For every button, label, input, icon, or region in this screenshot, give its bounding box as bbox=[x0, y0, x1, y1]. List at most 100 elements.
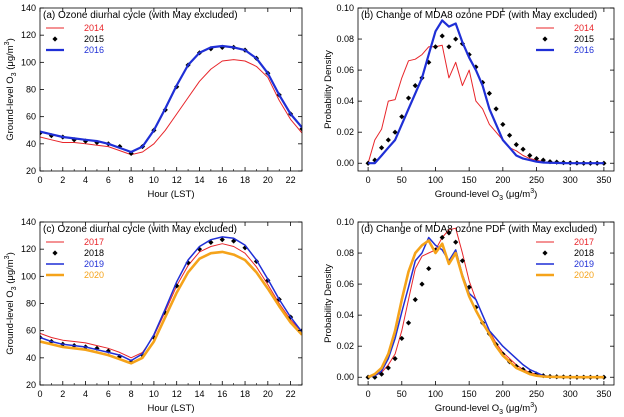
data-point bbox=[533, 371, 540, 377]
legend-entry: 2018 bbox=[574, 248, 594, 258]
data-point bbox=[378, 145, 385, 151]
y-tick-label: 20 bbox=[26, 380, 36, 390]
x-tick-label: 2 bbox=[60, 175, 65, 185]
x-tick-label: 22 bbox=[286, 389, 296, 399]
y-tick-label: 0.10 bbox=[336, 217, 354, 227]
plot-frame bbox=[357, 221, 615, 386]
x-tick-label: 150 bbox=[462, 389, 477, 399]
data-point bbox=[399, 114, 405, 120]
x-tick-label: 16 bbox=[217, 389, 227, 399]
y-tick-label: 0.02 bbox=[336, 127, 354, 137]
y-tick-label: 0.00 bbox=[336, 372, 354, 382]
data-point bbox=[412, 83, 418, 89]
data-point bbox=[513, 142, 519, 148]
x-tick-label: 14 bbox=[194, 175, 204, 185]
series-line bbox=[368, 19, 604, 165]
series-line bbox=[367, 227, 604, 378]
y-tick-label: 20 bbox=[26, 166, 36, 176]
legend-entry: 2016 bbox=[574, 45, 594, 55]
y-tick-label: 0.00 bbox=[336, 158, 354, 168]
x-tick-label: 8 bbox=[129, 389, 134, 399]
y-tick-label: 40 bbox=[26, 353, 36, 363]
panel-title: (d) Change of MDA8 ozone PDF (with May e… bbox=[361, 224, 597, 235]
legend-entry: 2020 bbox=[574, 270, 594, 280]
y-tick-label: 40 bbox=[26, 139, 36, 149]
x-tick-label: 20 bbox=[263, 175, 273, 185]
legend-marker bbox=[542, 36, 548, 42]
legend-entry: 2019 bbox=[574, 259, 594, 269]
legend-marker bbox=[52, 250, 58, 256]
series-line bbox=[40, 59, 302, 156]
data-point bbox=[426, 59, 432, 65]
plot-frame bbox=[357, 7, 615, 172]
data-point bbox=[117, 353, 123, 360]
x-axis-label: Ground-level O3 (μg/m3) bbox=[435, 188, 538, 202]
data-point bbox=[506, 132, 513, 138]
x-tick-label: 0 bbox=[366, 389, 371, 399]
x-tick-label: 100 bbox=[428, 175, 443, 185]
y-tick-label: 140 bbox=[21, 3, 36, 13]
data-point bbox=[527, 152, 533, 159]
x-tick-label: 16 bbox=[217, 175, 227, 185]
y-tick-label: 100 bbox=[21, 271, 36, 281]
x-tick-label: 250 bbox=[529, 175, 544, 185]
y-tick-label: 120 bbox=[21, 244, 36, 254]
y-tick-label: 0.06 bbox=[336, 279, 354, 289]
y-tick-label: 120 bbox=[21, 30, 36, 40]
data-point bbox=[493, 106, 499, 112]
legend-entry: 2018 bbox=[84, 248, 104, 258]
y-tick-label: 100 bbox=[21, 57, 36, 67]
x-tick-label: 0 bbox=[37, 175, 42, 185]
x-tick-label: 22 bbox=[286, 175, 296, 185]
data-point bbox=[446, 44, 452, 50]
data-point bbox=[139, 352, 146, 358]
legend-marker bbox=[542, 250, 548, 256]
series-line bbox=[367, 44, 604, 164]
x-tick-label: 20 bbox=[263, 389, 273, 399]
series-2014 bbox=[40, 59, 302, 156]
panel-c: 0 2 4 6 8 10 12 14 16 18 20 22 20 40 60 80 100 120 140 (c) … bbox=[4, 217, 303, 414]
data-point bbox=[520, 146, 526, 152]
x-tick-label: 18 bbox=[240, 389, 250, 399]
data-point bbox=[412, 297, 418, 303]
x-tick-label: 300 bbox=[563, 389, 578, 399]
series-2020 bbox=[367, 239, 604, 379]
y-tick-label: 0.04 bbox=[336, 310, 354, 320]
legend-entry: 2015 bbox=[84, 34, 104, 44]
legend-entry: 2017 bbox=[574, 237, 594, 247]
y-tick-label: 60 bbox=[26, 112, 36, 122]
legend-entry: 2020 bbox=[84, 270, 104, 280]
panel-a: 0 2 4 6 8 10 12 14 16 18 20 22 20 40 60 80 100 120 140 (a) … bbox=[4, 3, 303, 200]
panel-title: (b) Change of MDA8 ozone PDF (with May e… bbox=[361, 10, 597, 21]
data-point bbox=[419, 281, 425, 287]
x-tick-label: 0 bbox=[366, 175, 371, 185]
y-tick-label: 0.02 bbox=[336, 341, 354, 351]
data-point bbox=[533, 155, 540, 162]
panel-d: 0 50 100 150 200 250 300 350 0.00 0.02 0.04 0.06 0.0… bbox=[323, 217, 615, 416]
series-2019 bbox=[367, 236, 604, 378]
series-line bbox=[367, 236, 604, 378]
x-tick-label: 150 bbox=[462, 175, 477, 185]
x-axis-label: Hour (LST) bbox=[148, 403, 195, 414]
data-point bbox=[219, 237, 225, 243]
data-point bbox=[459, 258, 466, 264]
x-tick-label: 0 bbox=[37, 389, 42, 399]
legend-marker bbox=[52, 36, 58, 42]
y-axis-label: Ground-level O3 (μg/m3) bbox=[4, 252, 18, 355]
data-point bbox=[405, 95, 412, 101]
series-line bbox=[40, 236, 302, 362]
y-tick-label: 60 bbox=[26, 326, 36, 336]
y-tick-label: 0.04 bbox=[336, 96, 354, 106]
y-tick-label: 0.08 bbox=[336, 34, 354, 44]
series-2020 bbox=[40, 250, 302, 365]
y-axis-label: Probability Density bbox=[323, 264, 334, 343]
x-tick-label: 14 bbox=[194, 389, 204, 399]
y-tick-label: 140 bbox=[21, 217, 36, 227]
x-tick-label: 6 bbox=[106, 175, 111, 185]
y-tick-label: 80 bbox=[26, 299, 36, 309]
x-tick-label: 4 bbox=[83, 389, 88, 399]
data-point bbox=[385, 137, 391, 143]
